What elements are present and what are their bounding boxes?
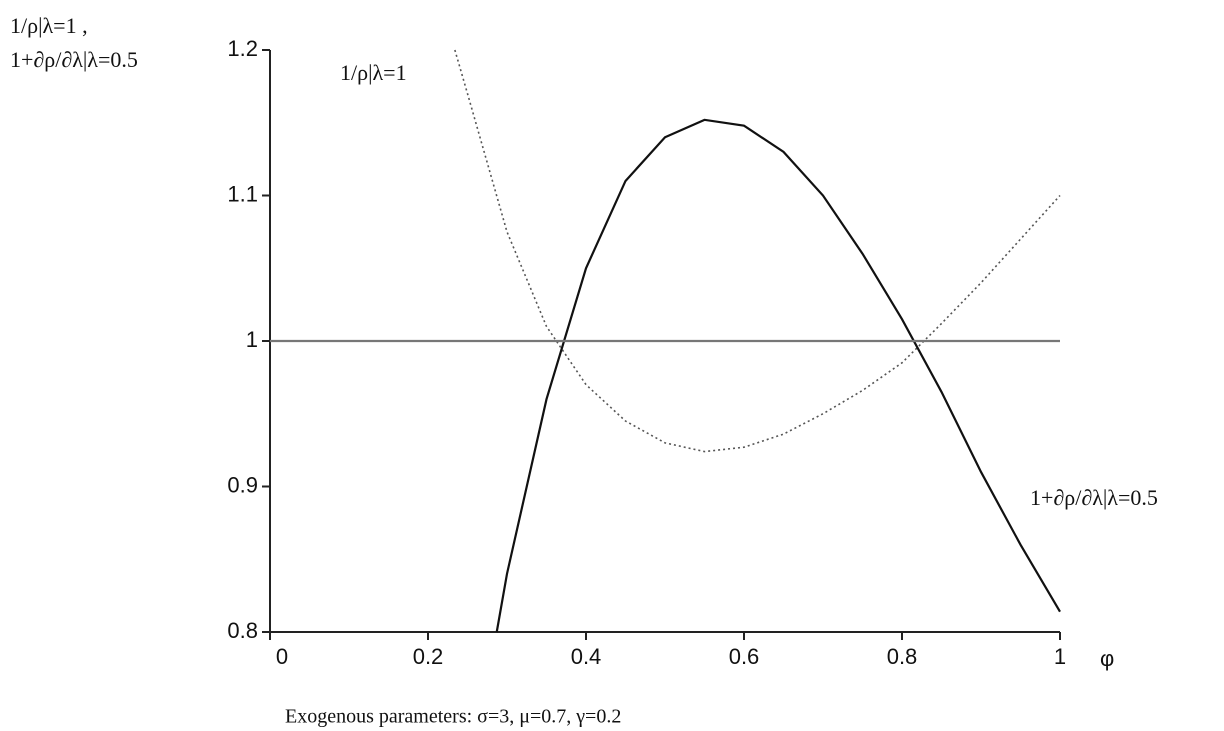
x-tick-label: 0.2 <box>413 644 444 669</box>
y-tick-label: 1.2 <box>227 36 258 61</box>
y-tick-label: 1.1 <box>227 181 258 206</box>
series-line <box>495 118 1061 633</box>
curve-annotation: 1+∂ρ/∂λ|λ=0.5 <box>1030 485 1158 510</box>
y-tick-label: 0.8 <box>227 618 258 643</box>
x-tick-label: 0 <box>276 644 288 669</box>
x-tick-label: 0.8 <box>887 644 918 669</box>
y-axis-label-line: 1/ρ|λ=1 , <box>10 13 88 38</box>
x-tick-label: 0.6 <box>729 644 760 669</box>
x-axis-label: φ <box>1100 646 1114 671</box>
y-tick-label: 0.9 <box>227 472 258 497</box>
x-tick-label: 0.4 <box>571 644 602 669</box>
caption: Exogenous parameters: σ=3, μ=0.7, γ=0.2 <box>285 706 621 728</box>
series-line <box>454 49 1061 453</box>
x-tick-label: 1 <box>1054 644 1066 669</box>
y-tick-label: 1 <box>246 327 258 352</box>
y-axis-label-line: 1+∂ρ/∂λ|λ=0.5 <box>10 47 138 72</box>
curve-annotation: 1/ρ|λ=1 <box>340 60 407 85</box>
